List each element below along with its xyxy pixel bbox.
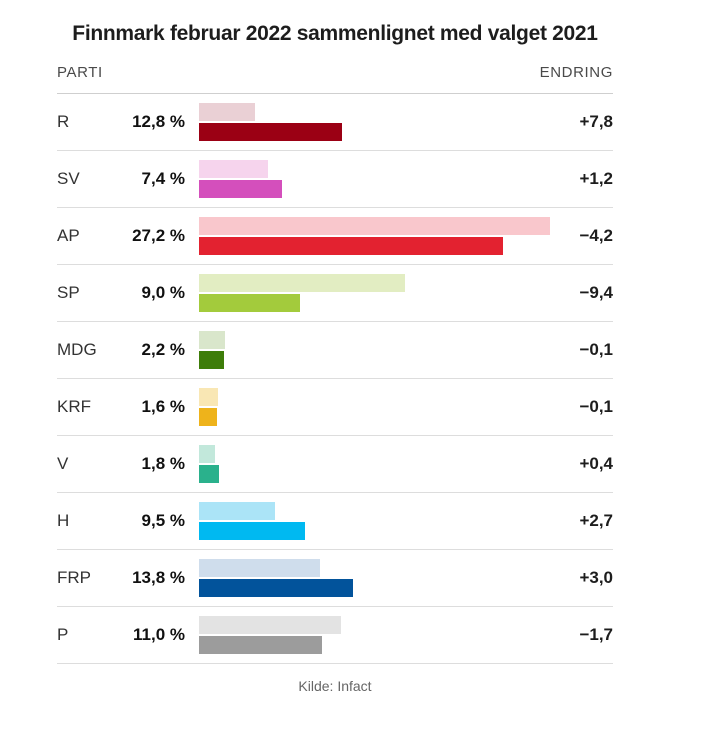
party-label: R (57, 112, 70, 131)
value-label: 1,6 % (141, 397, 185, 416)
table-row: KRF 1,6 % −0,1 (57, 379, 613, 436)
table-row: P 11,0 % −1,7 (57, 607, 613, 664)
change-label: +7,8 (579, 112, 613, 131)
value-label: 27,2 % (132, 226, 185, 245)
bar-current (199, 522, 306, 540)
table-row: MDG 2,2 % −0,1 (57, 322, 613, 379)
table-row: H 9,5 % +2,7 (57, 493, 613, 550)
change-label: +1,2 (579, 169, 613, 188)
bar-current (199, 123, 343, 141)
change-label: +0,4 (579, 454, 613, 473)
value-label: 12,8 % (132, 112, 185, 131)
bar-current (199, 636, 322, 654)
change-label: −4,2 (579, 226, 613, 245)
change-label: −0,1 (579, 397, 613, 416)
table-row: SV 7,4 % +1,2 (57, 151, 613, 208)
bar-previous (199, 217, 551, 235)
bar-previous (199, 616, 341, 634)
bar-current (199, 408, 217, 426)
bar-group (199, 559, 551, 597)
column-header-party: PARTI (57, 64, 103, 81)
value-label: 1,8 % (141, 454, 185, 473)
party-label: AP (57, 226, 80, 245)
change-label: +3,0 (579, 568, 613, 587)
bar-current (199, 465, 220, 483)
bar-group (199, 103, 551, 141)
table-row: SP 9,0 % −9,4 (57, 265, 613, 322)
party-label: MDG (57, 340, 97, 359)
change-label: −1,7 (579, 625, 613, 644)
bar-current (199, 237, 504, 255)
table-row: R 12,8 % +7,8 (57, 94, 613, 151)
party-label: SP (57, 283, 80, 302)
party-label: SV (57, 169, 80, 188)
chart-title: Finnmark februar 2022 sammenlignet med v… (72, 22, 598, 45)
value-label: 9,0 % (141, 283, 185, 302)
bar-previous (199, 445, 215, 463)
value-label: 13,8 % (132, 568, 185, 587)
party-label: P (57, 625, 69, 644)
chart-rows: R 12,8 % +7,8 SV 7,4 % +1,2 AP 27,2 % −4… (57, 93, 613, 664)
change-label: −0,1 (579, 340, 613, 359)
table-row: FRP 13,8 % +3,0 (57, 550, 613, 607)
bar-current (199, 180, 282, 198)
bar-group (199, 217, 551, 255)
bar-previous (199, 160, 269, 178)
bar-group (199, 616, 551, 654)
change-label: −9,4 (579, 283, 613, 302)
source-note: Kilde: Infact (298, 678, 372, 694)
party-label: H (57, 511, 70, 530)
party-label: KRF (57, 397, 91, 416)
bar-previous (199, 274, 405, 292)
bar-group (199, 274, 551, 312)
bar-group (199, 331, 551, 369)
bar-previous (199, 388, 218, 406)
chart: Finnmark februar 2022 sammenlignet med v… (57, 22, 613, 694)
bar-current (199, 351, 224, 369)
column-header-change: ENDRING (539, 64, 613, 81)
value-label: 2,2 % (141, 340, 185, 359)
bar-previous (199, 331, 225, 349)
bar-group (199, 160, 551, 198)
bar-group (199, 445, 551, 483)
value-label: 7,4 % (141, 169, 185, 188)
value-label: 9,5 % (141, 511, 185, 530)
bar-previous (199, 502, 276, 520)
bar-current (199, 579, 354, 597)
party-label: V (57, 454, 69, 473)
bar-previous (199, 559, 320, 577)
table-row: V 1,8 % +0,4 (57, 436, 613, 493)
column-headers: PARTI ENDRING (57, 64, 613, 93)
bar-current (199, 294, 300, 312)
value-label: 11,0 % (133, 625, 185, 644)
change-label: +2,7 (579, 511, 613, 530)
party-label: FRP (57, 568, 91, 587)
bar-group (199, 502, 551, 540)
bar-previous (199, 103, 255, 121)
table-row: AP 27,2 % −4,2 (57, 208, 613, 265)
bar-group (199, 388, 551, 426)
